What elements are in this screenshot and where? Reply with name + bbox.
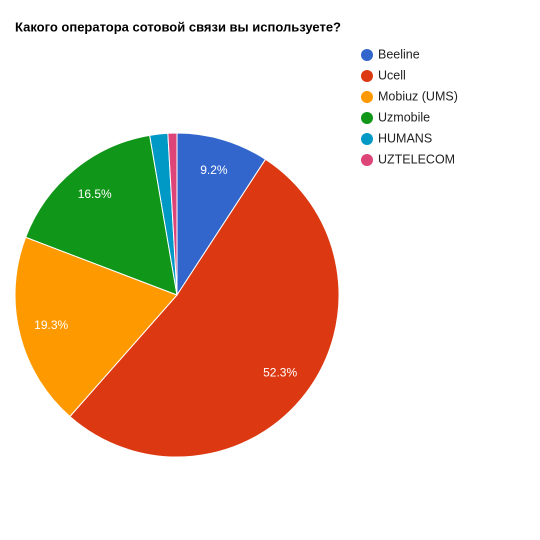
legend-label: Uzmobile: [378, 110, 430, 124]
slice-label: 16.5%: [78, 187, 112, 201]
chart-title: Какого оператора сотовой связи вы исполь…: [15, 19, 341, 34]
pie-slice: [176, 132, 267, 297]
legend-label: UZTELECOM: [378, 152, 455, 166]
legend-marker: [361, 112, 373, 124]
legend-marker: [361, 91, 373, 103]
slice-label: 9.2%: [200, 163, 228, 177]
legend-marker: [361, 154, 373, 166]
pie-slice: [14, 236, 178, 418]
pie-slice: [167, 132, 178, 296]
legend-label: HUMANS: [378, 131, 432, 145]
legend-label: Ucell: [378, 68, 406, 82]
legend-marker: [361, 133, 373, 145]
legend-marker: [361, 70, 373, 82]
legend-label: Beeline: [378, 47, 420, 61]
slice-label: 52.3%: [263, 366, 297, 380]
legend-label: Mobiuz (UMS): [378, 89, 458, 103]
legend-marker: [361, 49, 373, 61]
pie-slice: [24, 134, 178, 296]
slice-label: 19.3%: [34, 318, 68, 332]
pie-slice: [69, 158, 340, 458]
